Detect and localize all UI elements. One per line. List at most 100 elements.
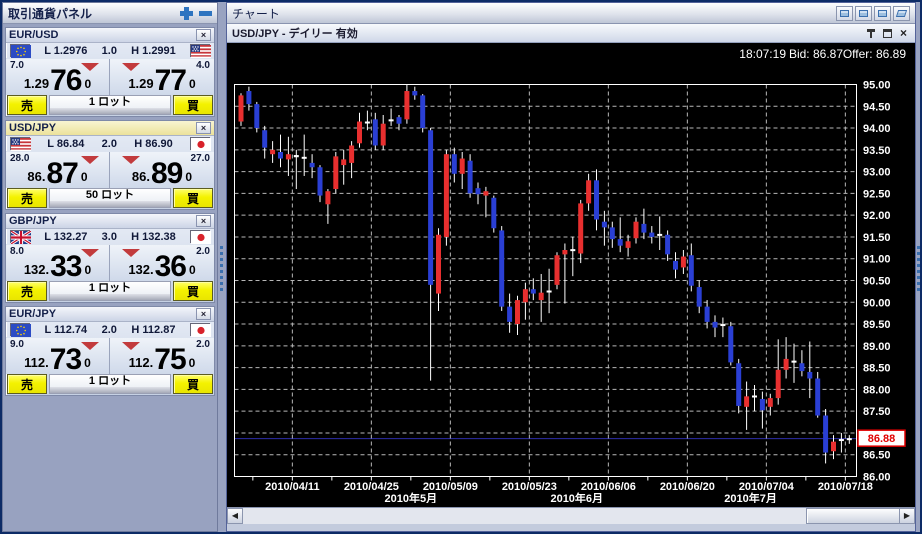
ask-price-button[interactable]: 27.0 86. 89 0 bbox=[110, 152, 214, 190]
pair-info-row: L 132.27 3.0 H 132.38 bbox=[6, 229, 214, 244]
panel-splitter[interactable] bbox=[218, 2, 226, 532]
arrange-icon[interactable] bbox=[893, 5, 910, 21]
lot-size-control[interactable]: 50 ロット bbox=[49, 188, 171, 208]
trade-buttons-row: 売 50 ロット買 bbox=[6, 188, 214, 209]
sell-button[interactable]: 売 bbox=[7, 281, 47, 301]
currency-tile-usdjpy: USD/JPY × L 86.84 2.0 H 86.90 28.0 86. 87 0 27.0 8… bbox=[5, 120, 215, 210]
buy-button[interactable]: 買 bbox=[173, 281, 213, 301]
bid-price-button[interactable]: 8.0 132. 33 0 bbox=[6, 245, 110, 283]
pair-label: USD/JPY bbox=[9, 122, 57, 134]
ask-stem: 1.29 bbox=[128, 76, 154, 91]
flag-jpy bbox=[190, 230, 211, 244]
sell-button[interactable]: 売 bbox=[7, 95, 47, 115]
close-icon[interactable]: × bbox=[899, 26, 907, 40]
trading-currency-panel: 取引通貨パネル EUR/USD × L 1.2976 1.0 H 1.2991 7.0 1.… bbox=[2, 2, 218, 532]
close-icon[interactable]: × bbox=[196, 308, 211, 320]
trading-panel-titlebar: 取引通貨パネル bbox=[3, 3, 217, 24]
low-value: L 132.27 bbox=[44, 230, 88, 243]
cascade-windows-icon[interactable] bbox=[836, 5, 853, 21]
scroll-left-icon[interactable]: ◀ bbox=[227, 508, 243, 524]
scroll-right-icon[interactable]: ▶ bbox=[899, 508, 915, 524]
pair-info-row: L 86.84 2.0 H 86.90 bbox=[6, 136, 214, 151]
tile-titlebar: USD/JPY × bbox=[6, 121, 214, 136]
sell-button[interactable]: 売 bbox=[7, 374, 47, 394]
pair-info-row: L 112.74 2.0 H 112.87 bbox=[6, 322, 214, 337]
svg-text:88.50: 88.50 bbox=[863, 363, 891, 375]
chart-panel-title: チャート bbox=[232, 6, 280, 21]
svg-text:2010年5月: 2010年5月 bbox=[385, 491, 438, 503]
ask-price-button[interactable]: 2.0 112. 75 0 bbox=[110, 338, 214, 375]
svg-text:93.00: 93.00 bbox=[863, 167, 891, 179]
lot-size-control[interactable]: 1 ロット bbox=[49, 374, 171, 394]
close-icon[interactable]: × bbox=[196, 122, 211, 134]
pair-label: GBP/JPY bbox=[9, 215, 57, 227]
svg-text:2010/05/09: 2010/05/09 bbox=[423, 481, 478, 493]
lot-size-control[interactable]: 1 ロット bbox=[49, 281, 171, 301]
buy-button[interactable]: 買 bbox=[173, 95, 213, 115]
ask-big-digits: 89 bbox=[151, 157, 183, 190]
pin-icon[interactable] bbox=[866, 28, 875, 38]
flag-jpy bbox=[190, 137, 211, 151]
buy-button[interactable]: 買 bbox=[173, 374, 213, 394]
scrollbar-thumb[interactable] bbox=[806, 508, 912, 524]
svg-text:90.50: 90.50 bbox=[863, 276, 891, 288]
ask-change-value: 2.0 bbox=[196, 339, 210, 350]
right-edge-splitter[interactable] bbox=[916, 2, 920, 532]
svg-text:2010/07/18: 2010/07/18 bbox=[818, 481, 873, 493]
tile-titlebar: EUR/JPY × bbox=[6, 307, 214, 322]
maximize-icon[interactable] bbox=[882, 28, 892, 38]
chart-window-titlebar[interactable]: USD/JPY - デイリー 有効 × bbox=[227, 24, 915, 43]
bid-big-digits: 33 bbox=[50, 250, 82, 283]
scrollbar-track[interactable] bbox=[243, 508, 915, 524]
svg-text:2010年7月: 2010年7月 bbox=[724, 491, 777, 503]
buy-button[interactable]: 買 bbox=[173, 188, 213, 208]
tile-horizontal-icon[interactable] bbox=[855, 5, 872, 21]
price-down-arrow-icon bbox=[81, 63, 99, 71]
svg-text:93.50: 93.50 bbox=[863, 145, 891, 157]
svg-text:91.50: 91.50 bbox=[863, 232, 891, 244]
ask-stem: 132. bbox=[128, 262, 154, 277]
ask-pip: 0 bbox=[185, 170, 193, 184]
svg-text:87.50: 87.50 bbox=[863, 406, 891, 418]
price-row: 28.0 86. 87 0 27.0 86. 89 0 bbox=[6, 151, 214, 190]
pair-label: EUR/USD bbox=[9, 29, 59, 41]
ask-change-value: 4.0 bbox=[196, 60, 210, 71]
bid-pip: 0 bbox=[84, 263, 92, 277]
price-down-arrow-icon bbox=[81, 156, 99, 164]
usdjpy-daily-candlestick-chart: 95.00 94.50 94.00 93.50 93.00 92.50 92.00 91.50… bbox=[234, 47, 906, 503]
bid-change-value: 7.0 bbox=[10, 60, 24, 71]
tile-vertical-icon[interactable] bbox=[874, 5, 891, 21]
price-down-arrow-icon bbox=[122, 63, 140, 71]
bid-price-button[interactable]: 7.0 1.29 76 0 bbox=[6, 59, 110, 97]
svg-text:86.88: 86.88 bbox=[868, 433, 896, 445]
price-down-arrow-icon bbox=[81, 342, 99, 350]
lot-size-value: 50 ロット bbox=[50, 189, 170, 201]
bid-price-button[interactable]: 9.0 112. 73 0 bbox=[6, 338, 110, 375]
bid-pip: 0 bbox=[84, 77, 92, 91]
lot-size-track bbox=[50, 294, 170, 300]
bid-price-button[interactable]: 28.0 86. 87 0 bbox=[6, 152, 110, 189]
add-pair-icon[interactable] bbox=[180, 6, 193, 20]
close-icon[interactable]: × bbox=[196, 215, 211, 227]
chart-canvas[interactable]: 95.00 94.50 94.00 93.50 93.00 92.50 92.00 91.50… bbox=[227, 43, 915, 507]
ask-change-value: 27.0 bbox=[190, 153, 210, 164]
svg-text:94.00: 94.00 bbox=[863, 123, 891, 135]
bid-quote: 1.29 76 0 bbox=[24, 64, 92, 97]
bid-pip: 0 bbox=[84, 356, 91, 370]
ask-price-button[interactable]: 4.0 1.29 77 0 bbox=[110, 59, 214, 96]
ask-pip: 0 bbox=[189, 77, 196, 91]
ask-price-button[interactable]: 2.0 132. 36 0 bbox=[110, 245, 214, 282]
bid-quote: 132. 33 0 bbox=[24, 250, 92, 283]
lot-size-track bbox=[50, 201, 170, 207]
bid-big-digits: 76 bbox=[50, 64, 82, 97]
minimize-panel-icon[interactable] bbox=[199, 10, 212, 16]
lot-size-control[interactable]: 1 ロット bbox=[49, 95, 171, 115]
sell-button[interactable]: 売 bbox=[7, 188, 47, 208]
ask-quote: 86. 89 0 bbox=[132, 157, 193, 190]
trading-panel-icons bbox=[180, 6, 212, 20]
close-icon[interactable]: × bbox=[196, 29, 211, 41]
tile-titlebar: GBP/JPY × bbox=[6, 214, 214, 229]
